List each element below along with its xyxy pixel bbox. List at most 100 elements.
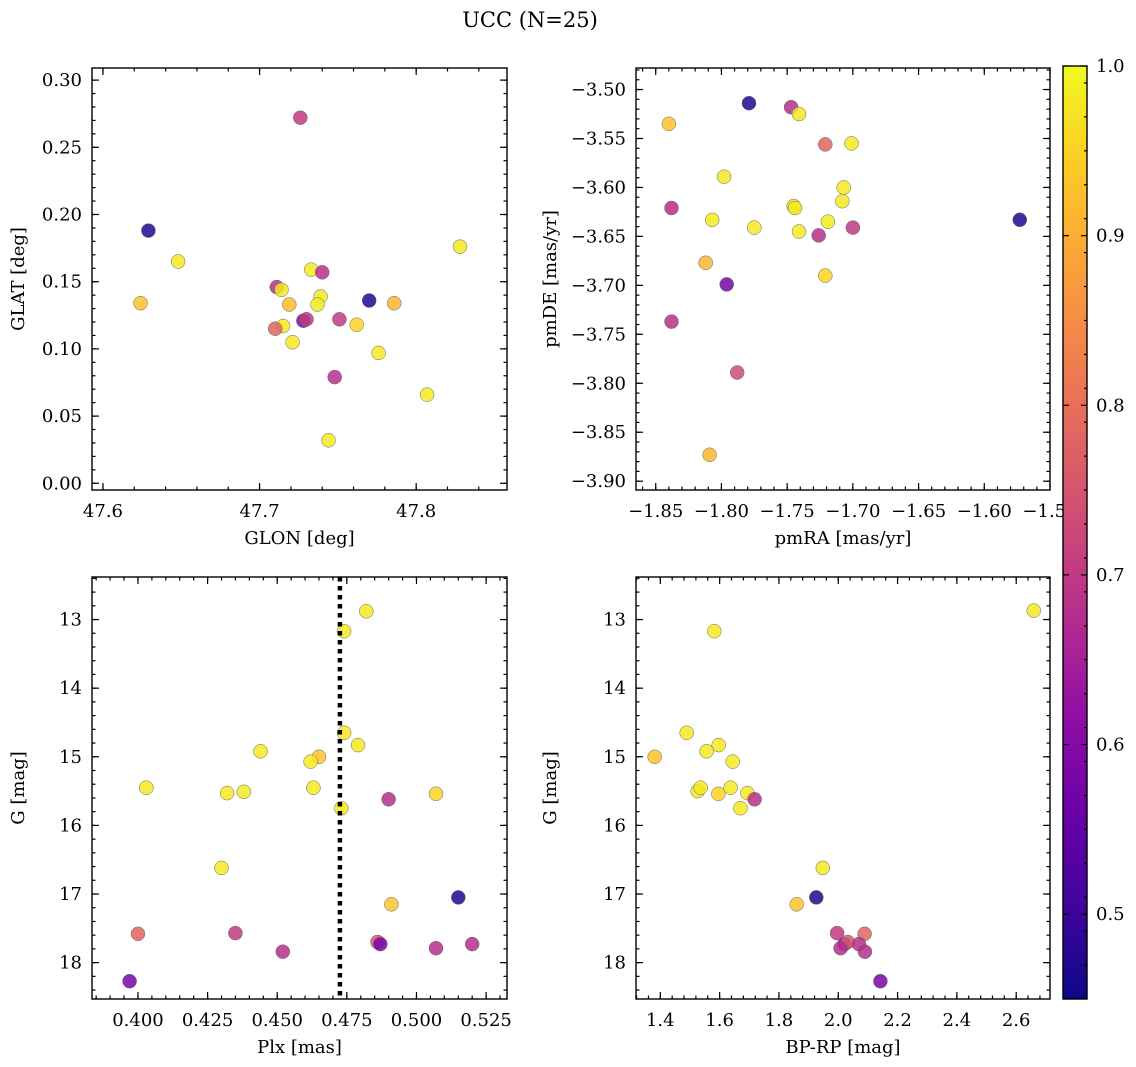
scatter-point bbox=[267, 321, 283, 336]
y-tick-label: 17 bbox=[59, 884, 82, 905]
scatter-point bbox=[787, 200, 803, 216]
scatter-point bbox=[679, 725, 694, 741]
scatter-point bbox=[693, 780, 708, 795]
scatter-point bbox=[285, 334, 300, 350]
scatter-point bbox=[274, 282, 289, 298]
scatter-point bbox=[725, 754, 740, 769]
x-tick-label: 2.0 bbox=[824, 1010, 853, 1031]
scatter-point bbox=[818, 268, 833, 283]
scatter-point bbox=[698, 255, 713, 271]
y-axis-label: pmDE [mas/yr] bbox=[540, 210, 561, 348]
scatter-point bbox=[464, 936, 480, 952]
scatter-point bbox=[299, 312, 314, 327]
scatter-point bbox=[857, 944, 873, 959]
scatter-point bbox=[384, 897, 399, 912]
y-tick-label: 16 bbox=[603, 815, 626, 836]
scatter-point bbox=[833, 940, 848, 956]
colorbar: 0.5 0.6 0.7 0.8 0.9 1.0 bbox=[1062, 56, 1125, 1000]
y-tick-label: −3.80 bbox=[571, 373, 626, 394]
scatter-point bbox=[359, 604, 374, 619]
plot-frame bbox=[91, 576, 508, 1000]
y-tick-label: −3.60 bbox=[571, 177, 626, 198]
scatter-point bbox=[371, 345, 386, 361]
scatter-points bbox=[661, 95, 1028, 463]
y-tick-label: −3.70 bbox=[571, 275, 626, 296]
x-tick-label: 0.475 bbox=[321, 1010, 373, 1031]
y-tick-label: 0.25 bbox=[42, 137, 82, 158]
y-tick-label: −3.75 bbox=[571, 324, 626, 345]
scatter-point bbox=[282, 297, 297, 312]
colorbar-tick-label: 0.6 bbox=[1096, 735, 1125, 756]
scatter-point bbox=[836, 180, 851, 195]
scatter-point bbox=[844, 136, 859, 151]
scatter-point bbox=[122, 973, 137, 989]
scatter-point bbox=[139, 780, 154, 795]
y-tick-label: −3.90 bbox=[571, 471, 626, 492]
scatter-point bbox=[835, 193, 850, 209]
scatter-points bbox=[647, 603, 1041, 989]
y-tick-label: 15 bbox=[603, 747, 626, 768]
y-tick-label: 13 bbox=[603, 610, 626, 631]
y-tick-label: −3.50 bbox=[571, 80, 626, 101]
scatter-point bbox=[747, 220, 762, 235]
colorbar-tick-label: 1.0 bbox=[1096, 56, 1125, 77]
y-tick-label: 18 bbox=[59, 953, 82, 974]
scatter-point bbox=[141, 223, 156, 238]
scatter-point bbox=[711, 786, 726, 802]
x-axis-label: pmRA [mas/yr] bbox=[775, 528, 912, 549]
scatter-point bbox=[733, 800, 748, 816]
x-tick-label: 1.4 bbox=[646, 1010, 675, 1031]
scatter-point bbox=[829, 925, 845, 941]
scatter-point bbox=[791, 224, 807, 239]
x-tick-label: 0.400 bbox=[112, 1010, 164, 1031]
scatter-point bbox=[789, 897, 804, 912]
scatter-point bbox=[647, 749, 662, 765]
y-tick-label: 15 bbox=[59, 747, 82, 768]
x-tick-label: −1.60 bbox=[957, 501, 1012, 522]
scatter-point bbox=[170, 254, 186, 269]
x-tick-label: 0.450 bbox=[251, 1010, 303, 1031]
y-axis-label: GLAT [deg] bbox=[8, 227, 29, 331]
x-tick-label: 0.425 bbox=[182, 1010, 234, 1031]
scatter-point bbox=[314, 265, 330, 280]
scatter-point bbox=[350, 737, 366, 753]
scatter-point bbox=[1026, 603, 1041, 618]
scatter-point bbox=[791, 106, 807, 122]
scatter-point bbox=[451, 890, 466, 905]
colorbar-tick-label: 0.5 bbox=[1096, 904, 1125, 925]
scatter-point bbox=[214, 860, 229, 876]
scatter-point bbox=[361, 293, 377, 308]
y-tick-label: 14 bbox=[603, 678, 626, 699]
scatter-point bbox=[133, 295, 148, 311]
x-tick-label: 47.7 bbox=[240, 501, 280, 522]
panel-2: −1.85 −1.80 −1.75 −1.70 −1.65 −1.60 −1.55−3.90… bbox=[540, 67, 1078, 549]
y-tick-label: 0.15 bbox=[42, 272, 82, 293]
colorbar-frame bbox=[1062, 65, 1088, 1000]
figure-title: UCC (N=25) bbox=[462, 8, 598, 32]
scatter-point bbox=[747, 792, 762, 807]
x-tick-label: 47.8 bbox=[396, 501, 436, 522]
scatter-point bbox=[664, 200, 679, 216]
y-tick-label: −3.65 bbox=[571, 226, 626, 247]
x-tick-label: 1.8 bbox=[765, 1010, 794, 1031]
colorbar-bar bbox=[1063, 66, 1087, 999]
scatter-point bbox=[815, 860, 831, 876]
scatter-point bbox=[809, 890, 824, 905]
scatter-point bbox=[1012, 212, 1028, 228]
scatter-point bbox=[428, 940, 444, 956]
x-tick-label: 2.2 bbox=[883, 1010, 912, 1031]
scatter-point bbox=[228, 925, 243, 941]
scatter-point bbox=[236, 784, 252, 800]
scatter-point bbox=[349, 317, 364, 332]
y-tick-label: 14 bbox=[59, 678, 82, 699]
scatter-point bbox=[336, 725, 352, 741]
scatter-point bbox=[711, 737, 726, 753]
plot-frame bbox=[635, 576, 1051, 1000]
y-axis-label: G [mag] bbox=[8, 751, 29, 824]
y-tick-label: 0.30 bbox=[42, 70, 82, 91]
x-tick-label: −1.70 bbox=[825, 501, 880, 522]
panel-3: 0.400 0.425 0.450 0.475 0.500 0.525 13 14 15 16 17… bbox=[8, 576, 512, 1058]
y-tick-label: 0.10 bbox=[42, 339, 82, 360]
scatter-point bbox=[719, 277, 734, 292]
scatter-point bbox=[664, 314, 679, 329]
